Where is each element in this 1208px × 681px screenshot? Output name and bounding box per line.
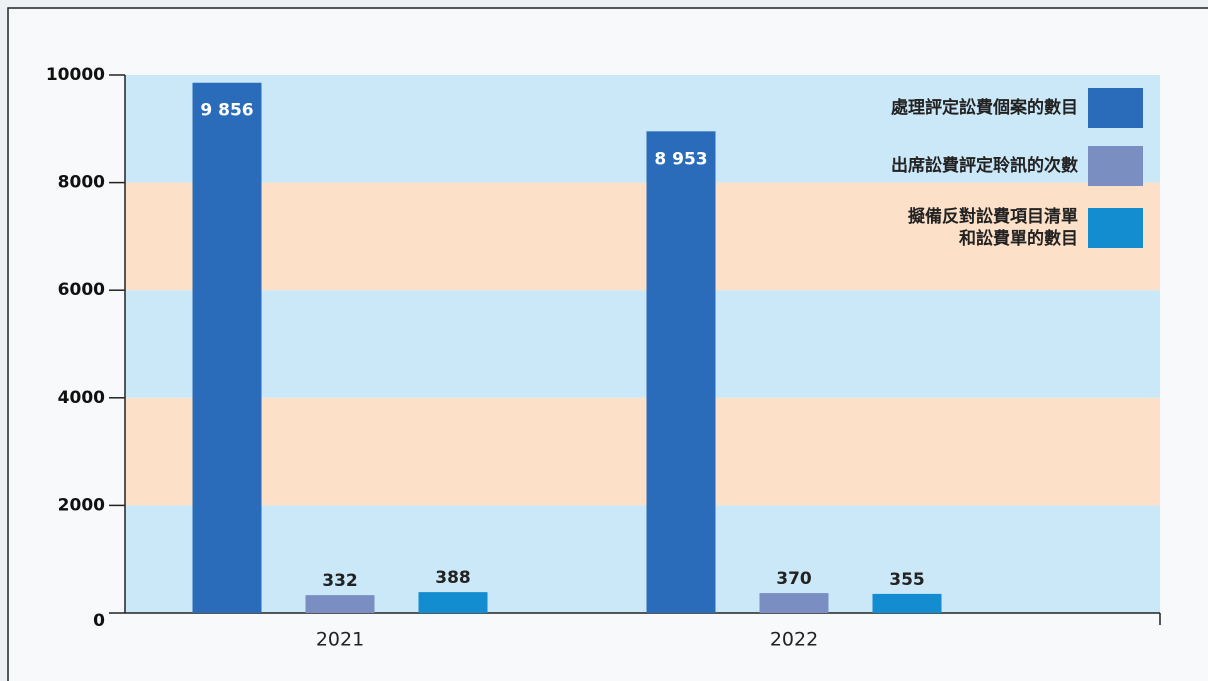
page: 0 2000 4000 6000 8000 10000 2021 9 856 332 388 202… xyxy=(0,0,1208,681)
value-label: 8 953 xyxy=(654,149,707,169)
legend-swatch xyxy=(1088,88,1143,128)
legend-label: 出席訟費評定聆訊的次數 xyxy=(891,155,1078,177)
y-tick-label: 6000 xyxy=(58,280,105,300)
value-label: 332 xyxy=(322,571,358,591)
value-label: 370 xyxy=(776,569,812,589)
grid-band xyxy=(125,398,1160,506)
value-label: 9 856 xyxy=(200,101,253,121)
legend-swatch xyxy=(1088,208,1143,248)
bar xyxy=(419,592,488,613)
bar xyxy=(647,131,716,613)
grid-band xyxy=(125,505,1160,613)
bar xyxy=(873,594,942,613)
value-label: 355 xyxy=(889,570,925,590)
y-tick-label: 8000 xyxy=(58,173,105,193)
legend-label: 擬備反對訟費項目清單 和訟費單的數目 xyxy=(908,206,1078,250)
legend-swatch xyxy=(1088,146,1143,186)
bar xyxy=(306,595,375,613)
legend-item: 擬備反對訟費項目清單 和訟費單的數目 xyxy=(908,206,1143,250)
bar xyxy=(760,593,829,613)
y-tick-label: 10000 xyxy=(46,65,105,85)
y-tick-label: 4000 xyxy=(58,388,105,408)
x-tick-label: 2022 xyxy=(770,629,818,651)
y-tick-label: 0 xyxy=(93,611,105,631)
grid-band xyxy=(125,290,1160,398)
legend-label: 處理評定訟費個案的數目 xyxy=(891,97,1078,119)
legend-item: 處理評定訟費個案的數目 xyxy=(891,88,1143,128)
y-tick-label: 2000 xyxy=(58,495,105,515)
bar xyxy=(193,83,262,613)
value-label: 388 xyxy=(435,568,471,588)
x-tick-label: 2021 xyxy=(316,629,364,651)
legend-item: 出席訟費評定聆訊的次數 xyxy=(891,146,1143,186)
